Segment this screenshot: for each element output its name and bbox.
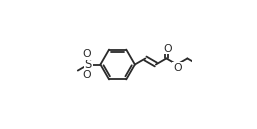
- Text: O: O: [173, 63, 182, 73]
- Text: O: O: [83, 70, 91, 80]
- Text: O: O: [163, 44, 172, 54]
- Text: O: O: [83, 49, 91, 59]
- Text: S: S: [85, 58, 92, 71]
